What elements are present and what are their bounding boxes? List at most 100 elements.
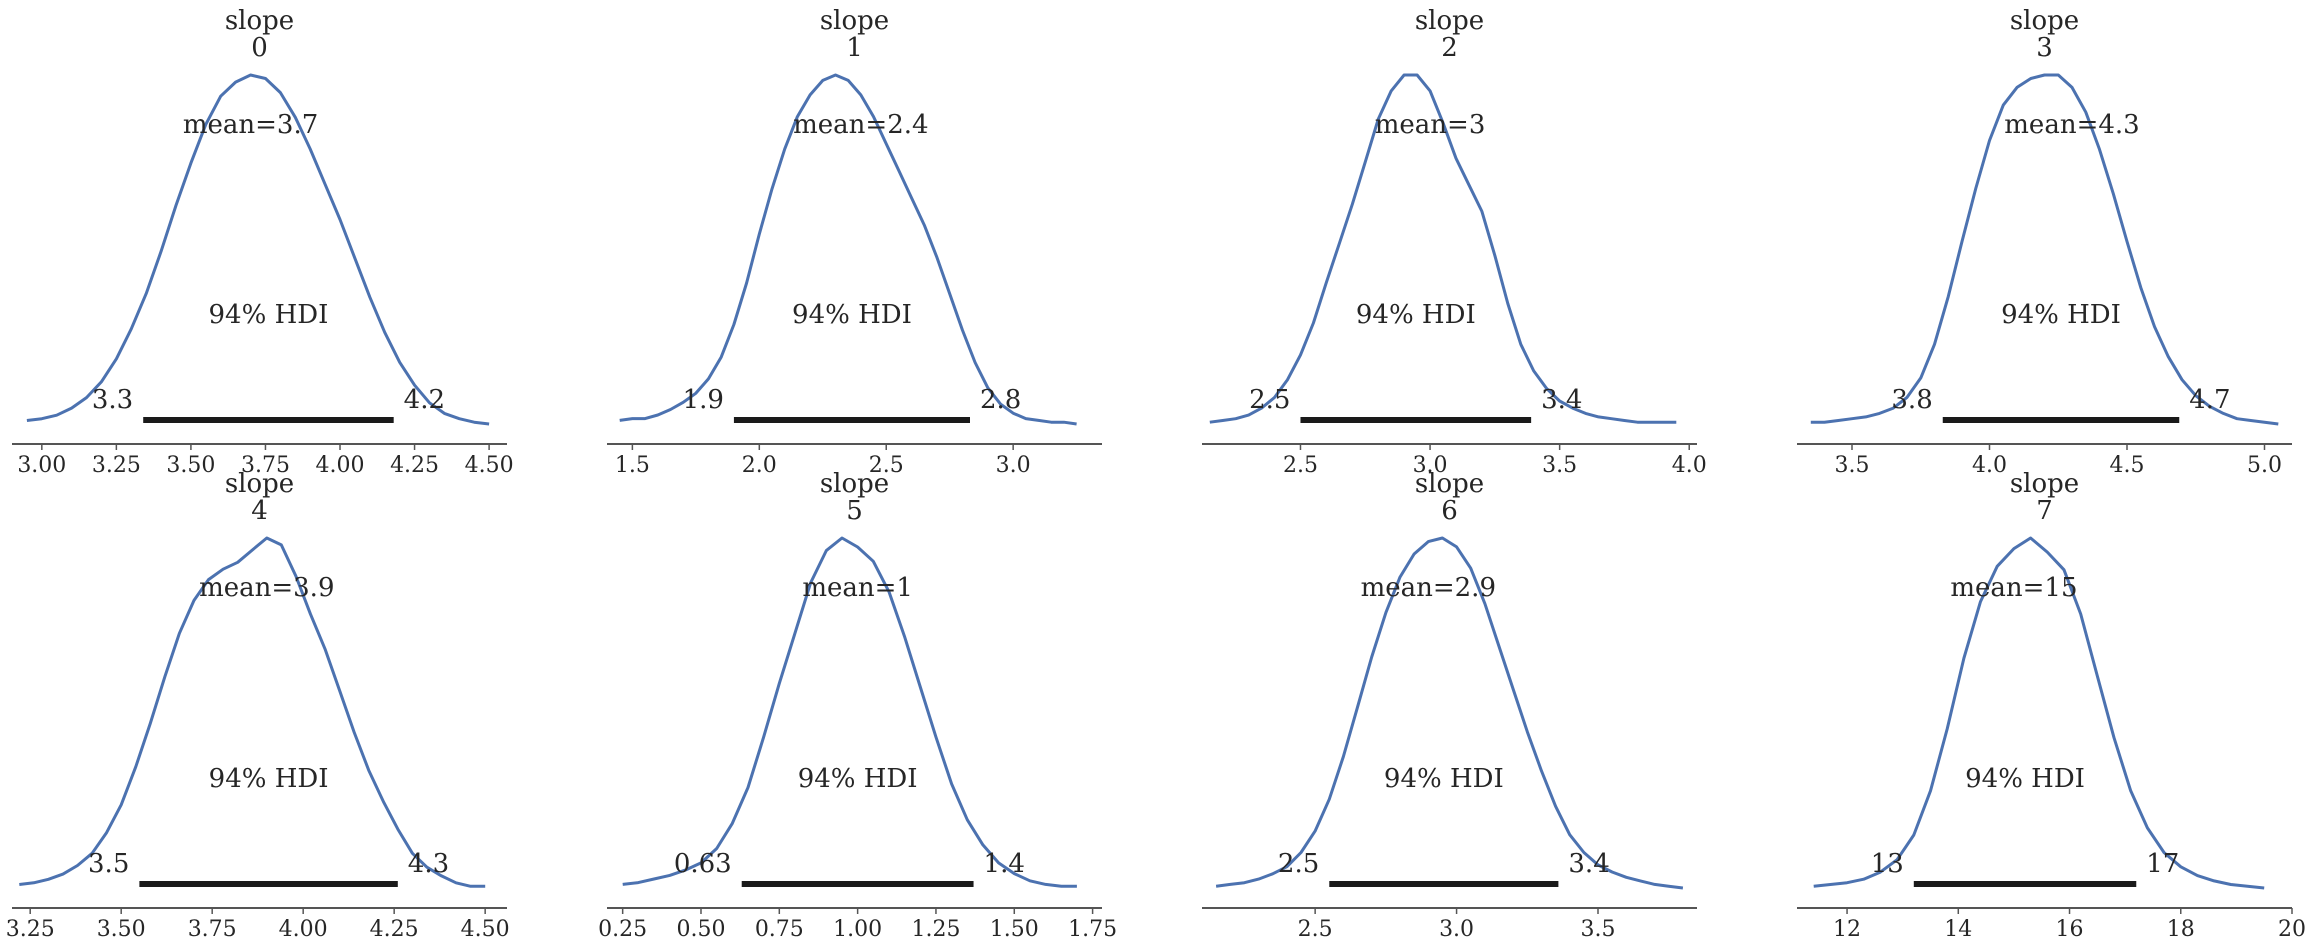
panel-subtitle-7: 7 [2036, 496, 2053, 526]
panel-title-3: slope [2010, 6, 2079, 36]
x-tick-label-1-2: 2.5 [869, 453, 904, 478]
x-tick-label-7-4: 20 [2278, 917, 2306, 942]
mean-label-2: mean=3 [1375, 110, 1486, 140]
x-tick-label-0-2: 3.50 [166, 453, 215, 478]
x-tick-label-3-2: 4.5 [2110, 453, 2145, 478]
panel-title-2: slope [1415, 6, 1484, 36]
hdi-label-2: 94% HDI [1356, 300, 1476, 330]
panel-title-4: slope [225, 469, 294, 499]
mean-label-1: mean=2.4 [793, 110, 928, 140]
panel-subtitle-4: 4 [251, 496, 268, 526]
hdi-label-7: 94% HDI [1965, 764, 2085, 794]
hdi-low-label-4: 3.5 [88, 849, 129, 879]
mean-label-4: mean=3.9 [199, 573, 334, 603]
x-tick-label-3-3: 5.0 [2247, 453, 2282, 478]
x-tick-label-0-0: 3.00 [17, 453, 66, 478]
density-curve-3 [1810, 73, 2279, 426]
hdi-high-label-2: 3.4 [1541, 385, 1582, 415]
panel-title-6: slope [1415, 469, 1484, 499]
x-tick-label-7-1: 14 [1944, 917, 1972, 942]
mean-label-6: mean=2.9 [1361, 573, 1496, 603]
mean-label-5: mean=1 [802, 573, 913, 603]
x-tick-label-0-1: 3.25 [92, 453, 141, 478]
x-tick-label-0-5: 4.25 [390, 453, 439, 478]
x-tick-label-6-1: 3.0 [1439, 917, 1474, 942]
x-tick-label-5-2: 0.75 [755, 917, 804, 942]
x-tick-label-0-4: 4.00 [316, 453, 365, 478]
x-tick-label-6-2: 3.5 [1581, 917, 1616, 942]
x-tick-label-5-6: 1.75 [1068, 917, 1117, 942]
x-tick-label-4-5: 4.50 [461, 917, 510, 942]
x-tick-label-2-1: 3.0 [1413, 453, 1448, 478]
x-tick-label-0-3: 3.75 [241, 453, 290, 478]
hdi-high-label-0: 4.2 [404, 385, 445, 415]
hdi-high-label-5: 1.4 [984, 849, 1025, 879]
hdi-high-label-6: 3.4 [1568, 849, 1609, 879]
hdi-label-0: 94% HDI [209, 300, 329, 330]
panel-subtitle-5: 5 [846, 496, 863, 526]
hdi-label-5: 94% HDI [798, 764, 918, 794]
x-tick-label-4-3: 4.00 [279, 917, 328, 942]
x-tick-label-7-2: 16 [2056, 917, 2084, 942]
panel-subtitle-2: 2 [1441, 33, 1458, 63]
x-tick-label-5-3: 1.00 [833, 917, 882, 942]
hdi-label-3: 94% HDI [2001, 300, 2121, 330]
mean-label-7: mean=15 [1950, 573, 2077, 603]
x-tick-label-4-1: 3.50 [97, 917, 146, 942]
hdi-low-label-3: 3.8 [1891, 385, 1932, 415]
panel-subtitle-6: 6 [1441, 496, 1458, 526]
x-tick-label-2-0: 2.5 [1283, 453, 1318, 478]
x-tick-label-2-2: 3.5 [1542, 453, 1577, 478]
x-tick-label-5-5: 1.50 [990, 917, 1039, 942]
x-tick-label-4-4: 4.25 [370, 917, 419, 942]
x-tick-label-0-6: 4.50 [465, 453, 514, 478]
x-tick-label-5-1: 0.50 [676, 917, 725, 942]
panel-subtitle-1: 1 [846, 33, 863, 63]
hdi-low-label-5: 0.63 [674, 849, 732, 879]
panel-subtitle-3: 3 [2036, 33, 2053, 63]
hdi-low-label-2: 2.5 [1249, 385, 1290, 415]
hdi-high-label-3: 4.7 [2189, 385, 2230, 415]
panel-title-1: slope [820, 6, 889, 36]
hdi-low-label-1: 1.9 [683, 385, 724, 415]
x-tick-label-3-0: 3.5 [1835, 453, 1870, 478]
x-tick-label-1-1: 2.0 [742, 453, 777, 478]
panel-title-5: slope [820, 469, 889, 499]
x-tick-label-7-0: 12 [1833, 917, 1861, 942]
hdi-low-label-0: 3.3 [92, 385, 133, 415]
panel-title-7: slope [2010, 469, 2079, 499]
hdi-low-label-6: 2.5 [1278, 849, 1319, 879]
density-curve-1 [619, 73, 1077, 426]
panel-subtitle-0: 0 [251, 33, 268, 63]
hdi-label-4: 94% HDI [209, 764, 329, 794]
hdi-high-label-4: 4.3 [408, 849, 449, 879]
mean-label-0: mean=3.7 [183, 110, 318, 140]
density-curve-6 [1215, 536, 1684, 890]
x-tick-label-5-0: 0.25 [598, 917, 647, 942]
hdi-high-label-1: 2.8 [980, 385, 1021, 415]
hdi-high-label-7: 17 [2146, 849, 2179, 879]
x-tick-label-1-0: 1.5 [615, 453, 650, 478]
hdi-label-1: 94% HDI [792, 300, 912, 330]
hdi-label-6: 94% HDI [1384, 764, 1504, 794]
x-tick-label-6-0: 2.5 [1298, 917, 1333, 942]
density-curve-4 [19, 536, 486, 888]
x-tick-label-3-1: 4.0 [1972, 453, 2007, 478]
x-tick-label-1-3: 3.0 [996, 453, 1031, 478]
panel-title-0: slope [225, 6, 294, 36]
density-curve-5 [622, 536, 1077, 888]
hdi-low-label-7: 13 [1871, 849, 1904, 879]
x-tick-label-7-3: 18 [2167, 917, 2195, 942]
mean-label-3: mean=4.3 [2004, 110, 2139, 140]
x-tick-label-5-4: 1.25 [911, 917, 960, 942]
x-tick-label-2-3: 4.0 [1672, 453, 1707, 478]
